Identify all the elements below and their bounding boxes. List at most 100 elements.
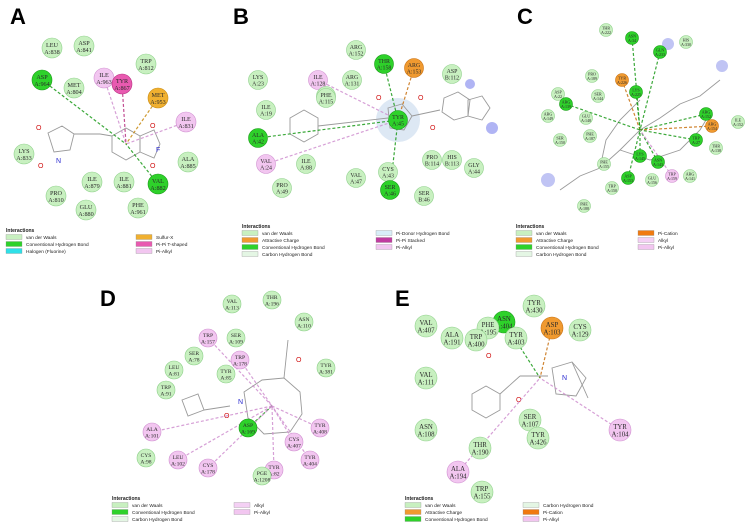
panel-b-ligand: O O O: [289, 79, 498, 143]
residue-name: ASP: [624, 173, 632, 178]
residue-name: ASP: [243, 423, 253, 429]
legend-swatch: [522, 509, 540, 515]
residue-number: A:381: [319, 369, 333, 375]
interaction-line: [627, 129, 641, 179]
residue-name: ALA: [182, 156, 195, 163]
legend-title: Interactions: [112, 496, 141, 502]
residue-disc: [300, 450, 320, 470]
residue-number: A:154: [707, 126, 717, 131]
residue-name: ASP: [78, 40, 90, 47]
residue-number: A:400: [467, 341, 485, 348]
residue-disc: [342, 70, 362, 90]
residue-name: SER: [385, 185, 396, 191]
residue-number: B:46: [418, 198, 429, 204]
legend-swatch: [404, 502, 422, 508]
residue-name: ARG: [562, 99, 571, 104]
legend-label: Pi-Alkyl: [254, 510, 270, 516]
residue-number: A:103: [543, 329, 561, 336]
legend-swatch: [404, 516, 422, 522]
residue-number: A:426: [529, 439, 547, 446]
residue-name: ILE: [313, 75, 323, 81]
residue-number: A:110: [297, 323, 311, 329]
residue-name: ASN: [419, 424, 433, 431]
residue-name: THR: [266, 295, 277, 301]
residue-number: A:43: [382, 174, 394, 180]
interaction-line: [539, 377, 621, 431]
residue-number: A:964: [34, 81, 49, 88]
legend-swatch: [515, 244, 533, 250]
legend-swatch: [241, 237, 259, 243]
residue-number: A:81: [168, 371, 179, 377]
svg-text:N: N: [56, 158, 61, 165]
residue-number: A:157: [201, 339, 215, 345]
residue-name: VAL: [227, 299, 238, 305]
residue-name: PHE: [600, 159, 608, 164]
residue-disc: [380, 180, 400, 200]
residue-name: ARG: [702, 109, 711, 114]
residue-disc: [13, 143, 35, 165]
residue-disc: [156, 380, 176, 400]
panel-label-a: A: [10, 4, 26, 29]
residue-number: A:155: [599, 164, 609, 169]
residue-disc: [629, 85, 643, 99]
residue-number: A:403: [507, 339, 525, 346]
residue-number: A:196: [265, 301, 279, 307]
residue-disc: [248, 128, 268, 148]
residue-disc: [142, 422, 162, 442]
residue-name: TYR: [531, 432, 545, 439]
residue-disc: [284, 432, 304, 452]
residue-number: A:169: [241, 429, 255, 435]
residue-disc: [238, 418, 258, 438]
interaction-line: [207, 337, 273, 407]
residue-number: A:115: [319, 100, 334, 106]
residue-number: A:34: [628, 38, 636, 43]
residue-name: MET: [67, 82, 80, 89]
residue-disc: [577, 199, 591, 213]
residue-number: A:153: [407, 70, 422, 76]
residue-number: A:195: [479, 329, 497, 336]
residue-disc: [45, 185, 67, 207]
residue-name: HIS: [683, 37, 689, 42]
residue-disc: [226, 328, 246, 348]
residue-name: TYR: [613, 424, 627, 431]
residue-name: ASN: [654, 157, 662, 162]
residue-number: A:47: [350, 180, 362, 186]
legend-title: Interactions: [516, 224, 545, 230]
residue-number: A:109: [229, 339, 243, 345]
residue-number: A:27: [692, 140, 700, 145]
legend-title: Interactions: [242, 224, 271, 230]
residue-number: A:138: [711, 148, 721, 153]
residue-number: A:430: [525, 307, 543, 314]
residue-number: A:841: [76, 47, 91, 54]
residue-name: TYR: [509, 332, 523, 339]
residue-name: TRP: [140, 58, 152, 65]
legend-swatch: [135, 234, 153, 240]
residue-number: A:178: [233, 361, 247, 367]
residue-number: A:190: [471, 449, 489, 456]
residue-disc: [198, 458, 218, 478]
residue-name: CYS: [289, 437, 300, 443]
residue-name: ASN: [497, 316, 511, 323]
residue-disc: [446, 460, 470, 484]
legend-swatch: [515, 237, 533, 243]
residue-disc: [294, 312, 314, 332]
panel-label-d: D: [100, 286, 116, 311]
residue-name: ALA: [252, 133, 265, 139]
